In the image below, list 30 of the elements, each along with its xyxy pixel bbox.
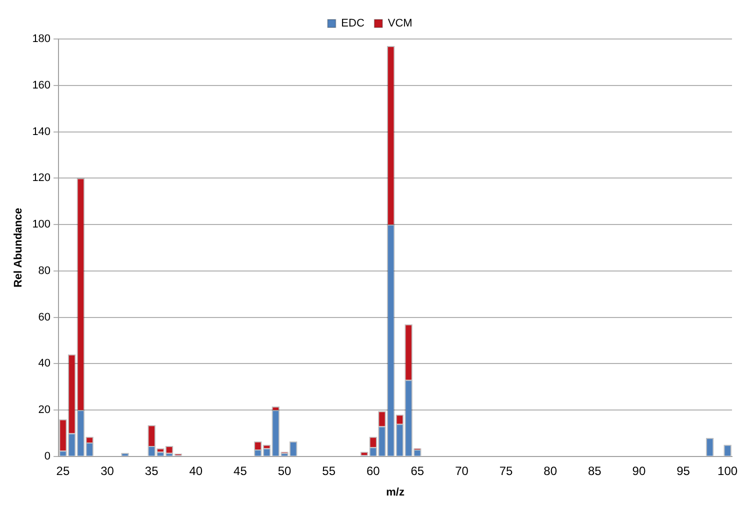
x-tick-label: 90 <box>632 464 646 478</box>
y-tick-label: 40 <box>38 358 51 370</box>
y-tick-label: 60 <box>38 311 51 324</box>
y-tick-label: 80 <box>38 264 51 277</box>
y-tick-label: 140 <box>32 126 51 138</box>
x-tick-label: 75 <box>499 464 514 478</box>
x-tick-label: 100 <box>718 464 738 478</box>
x-tick-label: 45 <box>234 464 248 478</box>
y-tick-label: 20 <box>38 404 51 416</box>
legend-label: VCM <box>388 18 412 30</box>
x-tick-label: 65 <box>410 464 424 478</box>
legend-label: EDC <box>341 18 364 30</box>
y-axis-title: Rel Abundance <box>12 208 25 288</box>
y-tick-label: 100 <box>32 218 51 231</box>
x-tick-label: 85 <box>588 464 602 478</box>
x-tick-label: 25 <box>56 464 70 478</box>
x-tick-label: 95 <box>676 464 690 478</box>
x-tick-label: 80 <box>544 464 558 478</box>
y-tick-label: 0 <box>44 450 51 462</box>
x-tick-label: 70 <box>455 464 469 478</box>
y-tick-label: 160 <box>32 79 51 92</box>
x-tick-label: 35 <box>144 464 159 478</box>
x-tick-label: 60 <box>366 464 380 478</box>
x-axis-title: m/z <box>386 486 405 498</box>
x-tick-label: 30 <box>100 464 114 478</box>
y-tick-label: 120 <box>32 172 51 184</box>
y-tick-label: 180 <box>32 33 51 46</box>
x-tick-label: 40 <box>189 464 203 478</box>
x-tick-label: 50 <box>278 464 292 478</box>
x-tick-label: 55 <box>322 464 336 478</box>
